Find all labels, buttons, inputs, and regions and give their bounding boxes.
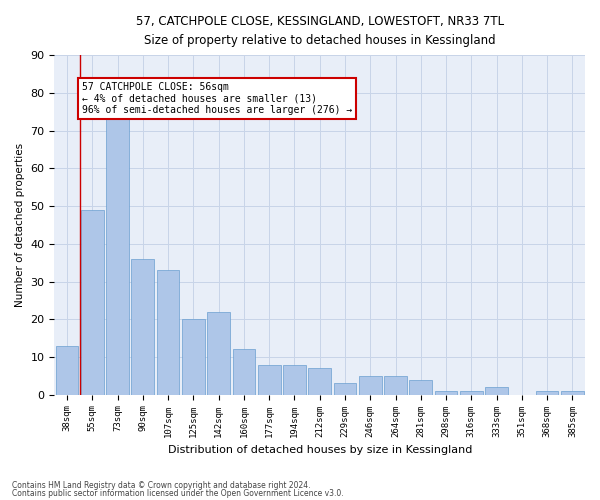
Text: 57 CATCHPOLE CLOSE: 56sqm
← 4% of detached houses are smaller (13)
96% of semi-d: 57 CATCHPOLE CLOSE: 56sqm ← 4% of detach… bbox=[82, 82, 352, 114]
Bar bbox=[308, 368, 331, 394]
Bar bbox=[131, 259, 154, 394]
Bar bbox=[460, 391, 482, 394]
Bar bbox=[561, 391, 584, 394]
Bar bbox=[207, 312, 230, 394]
Y-axis label: Number of detached properties: Number of detached properties bbox=[15, 143, 25, 307]
Bar bbox=[81, 210, 104, 394]
Bar bbox=[56, 346, 79, 395]
Bar bbox=[434, 391, 457, 394]
Title: 57, CATCHPOLE CLOSE, KESSINGLAND, LOWESTOFT, NR33 7TL
Size of property relative : 57, CATCHPOLE CLOSE, KESSINGLAND, LOWEST… bbox=[136, 15, 504, 47]
Bar bbox=[157, 270, 179, 394]
Bar bbox=[485, 387, 508, 394]
Bar bbox=[384, 376, 407, 394]
Bar bbox=[359, 376, 382, 394]
Bar bbox=[409, 380, 432, 394]
Bar bbox=[233, 350, 255, 395]
Bar bbox=[334, 384, 356, 394]
Bar bbox=[182, 319, 205, 394]
Text: Contains HM Land Registry data © Crown copyright and database right 2024.: Contains HM Land Registry data © Crown c… bbox=[12, 481, 311, 490]
Bar bbox=[106, 120, 129, 394]
Bar bbox=[536, 391, 559, 394]
X-axis label: Distribution of detached houses by size in Kessingland: Distribution of detached houses by size … bbox=[167, 445, 472, 455]
Text: Contains public sector information licensed under the Open Government Licence v3: Contains public sector information licen… bbox=[12, 488, 344, 498]
Bar bbox=[258, 364, 281, 394]
Bar bbox=[283, 364, 306, 394]
